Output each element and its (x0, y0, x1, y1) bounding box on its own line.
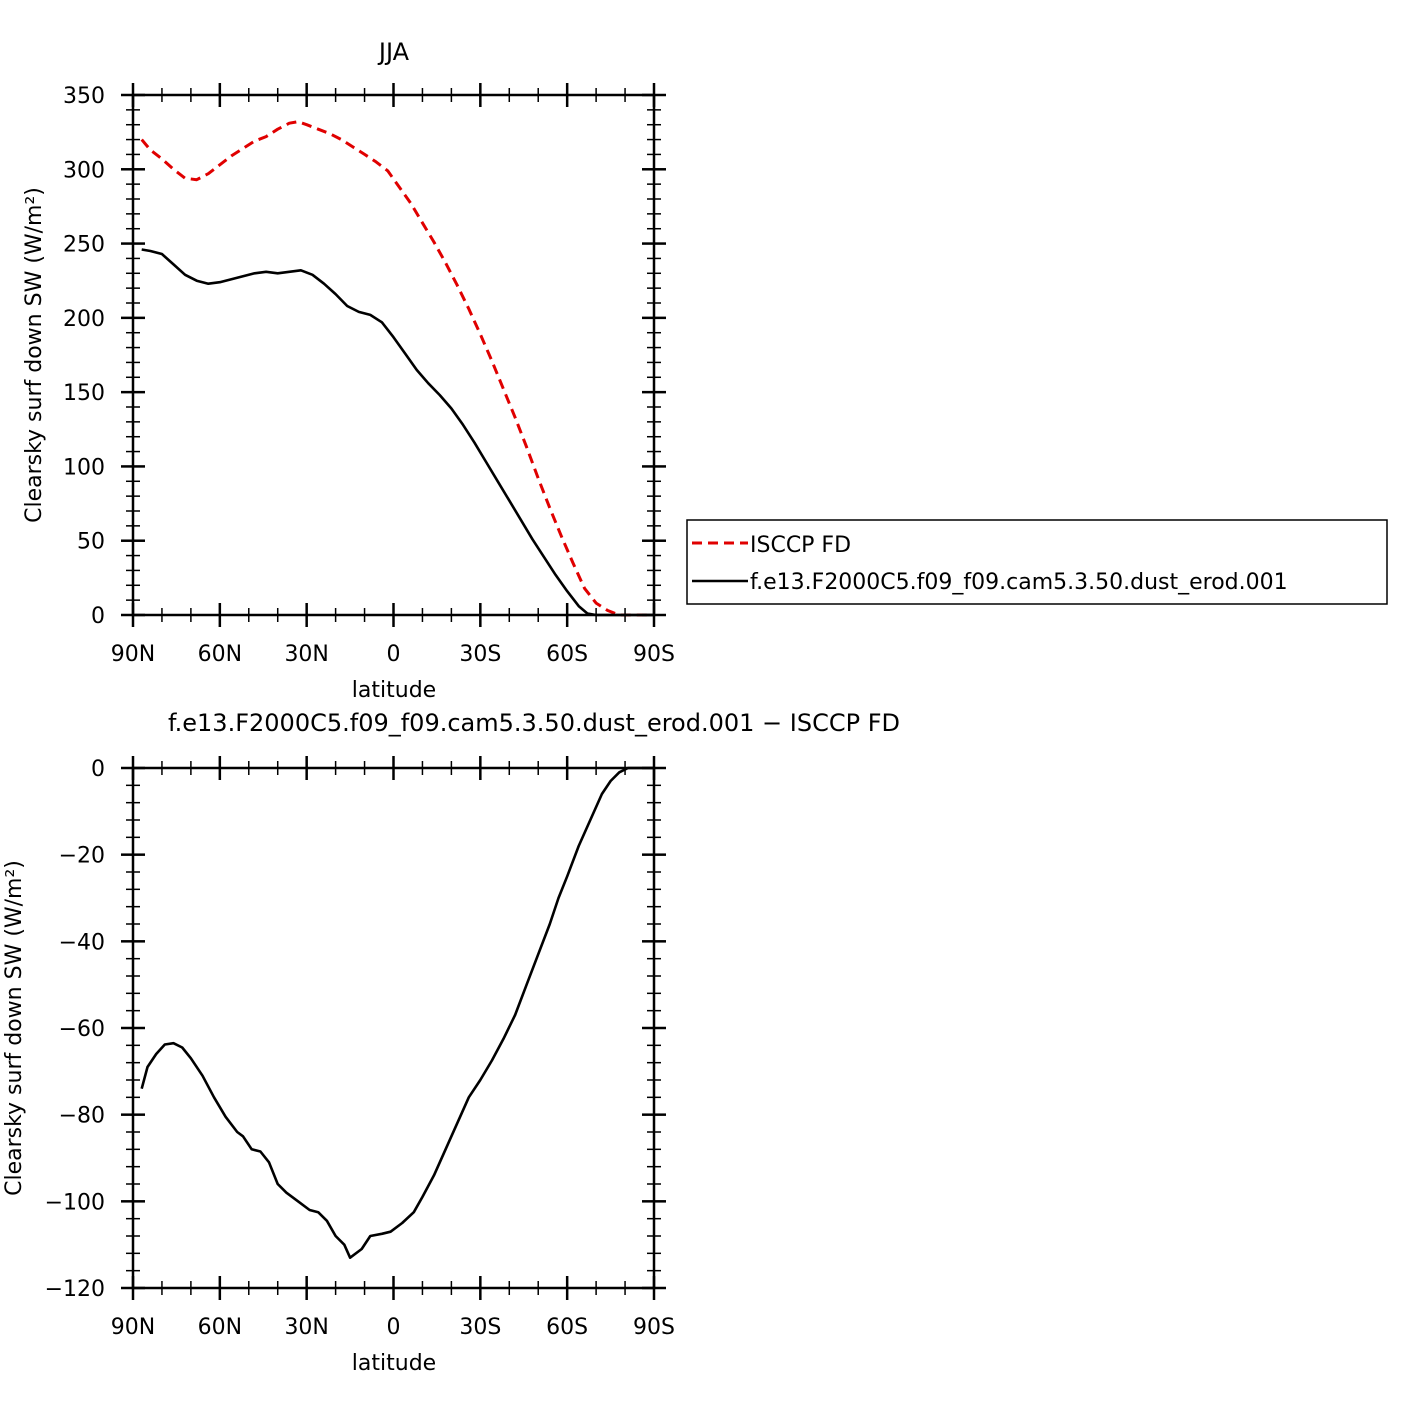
legend-label-isccp: ISCCP FD (750, 533, 851, 558)
bottom-y-tick-label: −120 (45, 1277, 105, 1302)
legend-box (686, 519, 1388, 605)
top-y-tick-label: 0 (91, 604, 105, 629)
top-y-tick-label: 350 (63, 84, 105, 109)
top-series-line-0 (140, 120, 654, 617)
top-y-axis-label: Clearsky surf down SW (W/m²) (22, 187, 47, 523)
bottom-x-tick-label: 30S (459, 1315, 501, 1340)
bottom-x-tick-label: 60N (198, 1315, 242, 1340)
top-y-tick-label: 100 (63, 455, 105, 480)
top-x-tick-label: 90N (111, 642, 155, 667)
bottom-chart-title: f.e13.F2000C5.f09_f09.cam5.3.50.dust_ero… (168, 709, 900, 737)
top-y-tick-label: 250 (63, 233, 105, 258)
bottom-x-tick-label: 30N (284, 1315, 328, 1340)
top-x-tick-label: 60N (198, 642, 242, 667)
bottom-plot-frame (131, 766, 656, 1290)
top-x-tick-label: 30N (284, 642, 328, 667)
bottom-y-tick-label: −100 (45, 1190, 105, 1215)
bottom-y-tick-label: −40 (59, 930, 105, 955)
top-x-axis-label: latitude (352, 678, 436, 703)
top-panel: JJA 90N 60N 30N 0 30S 60S 90S 0 50 100 150 200 250 30… (22, 38, 675, 703)
top-chart-title: JJA (377, 38, 410, 66)
top-x-tick-label: 90S (633, 642, 675, 667)
bottom-y-axis-label: Clearsky surf down SW (W/m²) (2, 860, 27, 1196)
bottom-x-tick-label: 90S (633, 1315, 675, 1340)
legend: ISCCP FD f.e13.F2000C5.f09_f09.cam5.3.50… (686, 519, 1388, 605)
bottom-x-tick-label: 60S (546, 1315, 588, 1340)
top-x-tick-label: 0 (387, 642, 401, 667)
top-y-tick-label: 200 (63, 307, 105, 332)
top-x-tick-label: 60S (546, 642, 588, 667)
bottom-x-axis-label: latitude (352, 1351, 436, 1376)
bottom-panel: f.e13.F2000C5.f09_f09.cam5.3.50.dust_ero… (2, 709, 900, 1376)
bottom-x-tick-label: 90N (111, 1315, 155, 1340)
top-y-tick-label: 150 (63, 381, 105, 406)
bottom-y-tick-label: −60 (59, 1017, 105, 1042)
top-y-tick-label: 50 (77, 530, 105, 555)
bottom-y-tick-label: 0 (91, 757, 105, 782)
bottom-x-tick-label: 0 (387, 1315, 401, 1340)
bottom-y-tick-label: −20 (59, 844, 105, 869)
bottom-y-tick-label: −80 (59, 1104, 105, 1129)
top-y-tick-label: 300 (63, 158, 105, 183)
legend-label-model: f.e13.F2000C5.f09_f09.cam5.3.50.dust_ero… (750, 570, 1288, 595)
top-series-line-1 (141, 248, 654, 617)
bottom-series-line-0 (140, 766, 654, 1259)
top-x-tick-label: 30S (459, 642, 501, 667)
